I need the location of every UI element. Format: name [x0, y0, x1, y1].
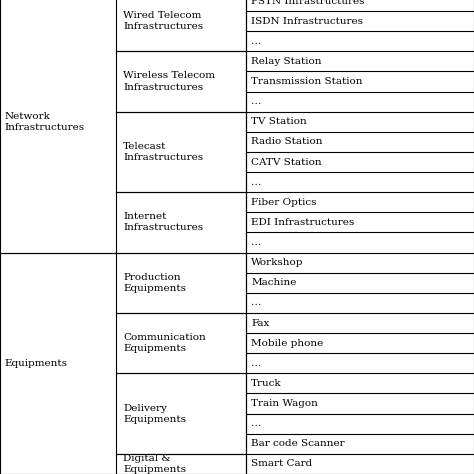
Text: Wireless Telecom
Infrastructures: Wireless Telecom Infrastructures [123, 72, 215, 91]
Text: Truck: Truck [251, 379, 282, 388]
Text: Fax: Fax [251, 319, 270, 328]
Text: Smart Card: Smart Card [251, 459, 312, 468]
Text: CATV Station: CATV Station [251, 157, 322, 166]
Text: Bar code Scanner: Bar code Scanner [251, 439, 345, 448]
Text: …: … [251, 97, 262, 106]
Text: Equipments: Equipments [5, 359, 68, 368]
Text: Radio Station: Radio Station [251, 137, 323, 146]
Text: Relay Station: Relay Station [251, 57, 322, 66]
Text: Train Wagon: Train Wagon [251, 399, 318, 408]
Text: Internet
Infrastructures: Internet Infrastructures [123, 212, 203, 232]
Text: EDI Infrastructures: EDI Infrastructures [251, 218, 355, 227]
Text: Delivery
Equipments: Delivery Equipments [123, 403, 186, 424]
Text: Communication
Equipments: Communication Equipments [123, 333, 206, 353]
Text: PSTN Infrastructures: PSTN Infrastructures [251, 0, 365, 6]
Text: …: … [251, 419, 262, 428]
Text: …: … [251, 37, 262, 46]
Text: Telecast
Infrastructures: Telecast Infrastructures [123, 142, 203, 162]
Text: Production
Equipments: Production Equipments [123, 273, 186, 293]
Text: Transmission Station: Transmission Station [251, 77, 363, 86]
Text: Network
Infrastructures: Network Infrastructures [5, 112, 85, 132]
Text: Workshop: Workshop [251, 258, 304, 267]
Text: Fiber Optics: Fiber Optics [251, 198, 317, 207]
Text: …: … [251, 299, 262, 308]
Text: Wired Telecom
Infrastructures: Wired Telecom Infrastructures [123, 11, 203, 31]
Text: …: … [251, 238, 262, 247]
Text: Machine: Machine [251, 278, 297, 287]
Text: …: … [251, 178, 262, 187]
Text: ISDN Infrastructures: ISDN Infrastructures [251, 17, 363, 26]
Text: …: … [251, 359, 262, 368]
Text: Mobile phone: Mobile phone [251, 338, 323, 347]
Text: Digital &
Equipments: Digital & Equipments [123, 454, 186, 474]
Text: TV Station: TV Station [251, 117, 307, 126]
